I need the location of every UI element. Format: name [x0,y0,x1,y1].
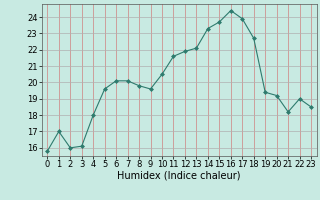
X-axis label: Humidex (Indice chaleur): Humidex (Indice chaleur) [117,171,241,181]
